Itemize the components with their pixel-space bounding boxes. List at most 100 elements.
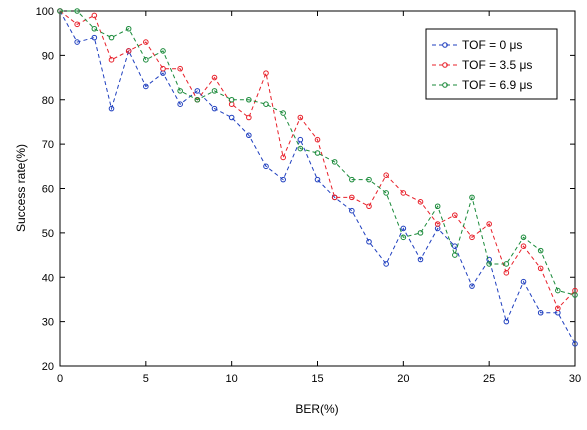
legend-entry: TOF = 0 μs: [432, 38, 522, 52]
data-point: [469, 194, 475, 201]
data-point: [246, 114, 252, 121]
data-point: [383, 172, 389, 178]
data-point: [211, 88, 218, 94]
data-point: [280, 154, 286, 161]
x-axis-ticks: 0 5 10 15 20 25 30: [57, 11, 581, 385]
legend-label: TOF = 0 μs: [462, 38, 522, 52]
series-layer: [57, 8, 578, 347]
data-point: [366, 238, 372, 245]
data-point: [263, 163, 269, 170]
data-point: [194, 88, 201, 94]
series-line: [59, 10, 576, 345]
series-1: [57, 8, 578, 347]
data-point: [228, 114, 235, 121]
y-axis-ticks: 20 30 40 50 60 70 80 90 100: [36, 6, 575, 373]
data-point: [211, 74, 218, 81]
data-point: [503, 270, 510, 276]
legend-label: TOF = 6.9 μs: [462, 78, 532, 92]
x-tick-label: 5: [143, 373, 149, 385]
data-point: [400, 225, 407, 232]
data-point: [263, 70, 269, 76]
x-tick-label: 10: [226, 373, 238, 385]
data-point: [383, 261, 389, 267]
data-point: [280, 110, 286, 116]
data-point: [469, 234, 475, 241]
data-point: [314, 150, 321, 156]
data-point: [469, 283, 475, 289]
y-tick-label: 90: [42, 50, 54, 62]
y-tick-label: 100: [36, 6, 54, 18]
data-point: [280, 176, 286, 183]
y-tick-label: 60: [42, 184, 54, 196]
series-3: [57, 8, 578, 298]
data-point: [297, 136, 304, 143]
y-tick-label: 40: [42, 272, 54, 284]
data-point: [314, 136, 321, 143]
data-point: [331, 194, 338, 201]
data-point: [503, 261, 510, 267]
data-point: [74, 39, 80, 45]
data-point: [537, 247, 544, 254]
data-point: [349, 194, 355, 201]
data-point: [177, 65, 183, 72]
data-point: [503, 318, 510, 325]
data-point: [108, 34, 115, 41]
data-point: [74, 8, 80, 14]
data-point: [177, 88, 183, 94]
data-point: [434, 203, 441, 210]
data-point: [211, 105, 218, 112]
data-point: [349, 207, 355, 214]
data-point: [246, 96, 252, 103]
data-point: [366, 176, 372, 183]
data-point: [125, 48, 132, 54]
legend-marker: [442, 62, 448, 68]
data-point: [91, 12, 98, 19]
data-point: [263, 101, 269, 107]
legend: TOF = 0 μs TOF = 3.5 μs TOF = 6.9 μs: [425, 28, 558, 100]
data-point: [555, 305, 561, 312]
data-point: [486, 261, 492, 267]
y-axis-label: Success rate(%): [14, 144, 28, 232]
series-line: [59, 10, 576, 310]
x-tick-label: 30: [569, 373, 581, 385]
data-point: [383, 190, 389, 196]
data-point: [297, 114, 304, 121]
data-point: [417, 199, 424, 205]
data-point: [417, 230, 424, 236]
data-point: [143, 57, 149, 63]
y-tick-label: 70: [42, 139, 54, 151]
data-point: [108, 105, 115, 112]
data-point: [91, 34, 98, 41]
data-point: [125, 25, 132, 32]
data-point: [143, 39, 149, 45]
data-point: [160, 65, 166, 72]
data-point: [400, 190, 407, 196]
data-point: [537, 265, 544, 272]
y-tick-label: 30: [42, 317, 54, 329]
legend-marker: [442, 42, 448, 48]
data-point: [452, 212, 458, 218]
legend-box: [425, 28, 558, 100]
data-point: [314, 176, 321, 183]
series-line: [60, 10, 576, 296]
data-point: [452, 252, 458, 258]
data-point: [366, 203, 372, 210]
data-point: [486, 221, 492, 227]
data-point: [520, 234, 527, 241]
data-point: [537, 309, 544, 316]
data-point: [434, 221, 441, 227]
data-point: [349, 176, 355, 183]
y-tick-label: 20: [42, 361, 54, 373]
x-tick-label: 25: [483, 373, 495, 385]
x-tick-label: 20: [397, 373, 409, 385]
data-point: [108, 57, 115, 63]
data-point: [57, 8, 63, 14]
data-point: [417, 256, 424, 263]
data-point: [91, 25, 98, 32]
y-tick-label: 50: [42, 228, 54, 240]
data-point: [160, 48, 166, 54]
data-point: [246, 132, 252, 139]
data-point: [572, 341, 578, 347]
legend-entry: TOF = 3.5 μs: [432, 58, 532, 72]
